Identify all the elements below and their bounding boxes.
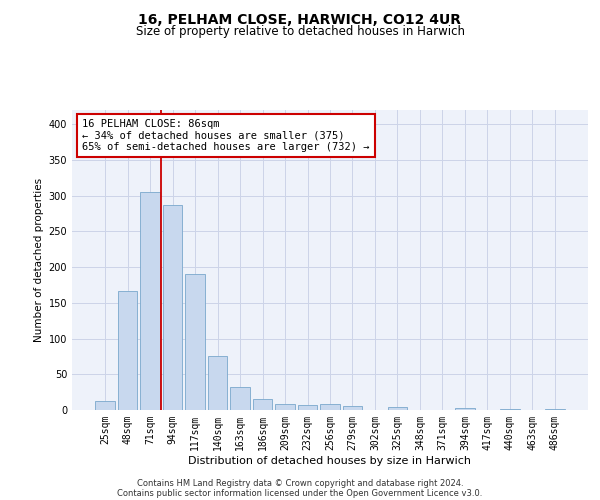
Text: Contains HM Land Registry data © Crown copyright and database right 2024.: Contains HM Land Registry data © Crown c…: [137, 478, 463, 488]
Bar: [208, 356, 227, 410]
Bar: [298, 405, 317, 410]
X-axis label: Distribution of detached houses by size in Harwich: Distribution of detached houses by size …: [188, 456, 472, 466]
Text: 16, PELHAM CLOSE, HARWICH, CO12 4UR: 16, PELHAM CLOSE, HARWICH, CO12 4UR: [139, 12, 461, 26]
Bar: [185, 274, 205, 410]
Y-axis label: Number of detached properties: Number of detached properties: [34, 178, 44, 342]
Bar: [500, 408, 520, 410]
Bar: [253, 398, 272, 410]
Bar: [320, 404, 340, 410]
Bar: [163, 205, 182, 410]
Bar: [118, 292, 137, 410]
Text: Size of property relative to detached houses in Harwich: Size of property relative to detached ho…: [136, 25, 464, 38]
Text: 16 PELHAM CLOSE: 86sqm
← 34% of detached houses are smaller (375)
65% of semi-de: 16 PELHAM CLOSE: 86sqm ← 34% of detached…: [82, 119, 370, 152]
Bar: [95, 400, 115, 410]
Text: Contains public sector information licensed under the Open Government Licence v3: Contains public sector information licen…: [118, 488, 482, 498]
Bar: [275, 404, 295, 410]
Bar: [388, 407, 407, 410]
Bar: [343, 406, 362, 410]
Bar: [455, 408, 475, 410]
Bar: [140, 192, 160, 410]
Bar: [545, 408, 565, 410]
Bar: [230, 387, 250, 410]
